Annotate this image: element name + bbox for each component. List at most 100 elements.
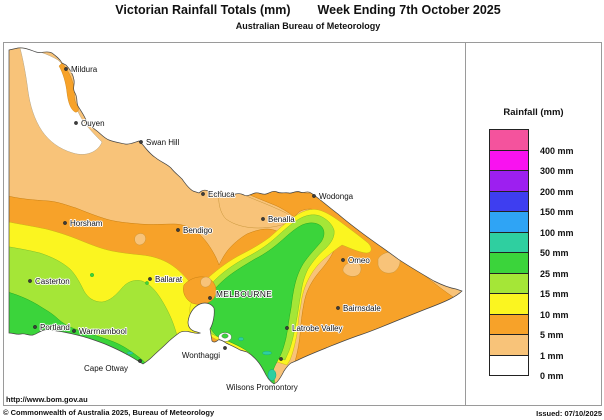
title-right: Week Ending 7th October 2025 [317, 3, 501, 17]
copyright-text: © Commonwealth of Australia 2025, Bureau… [3, 408, 215, 417]
legend-swatch [489, 170, 529, 192]
city-label: Warrnambool [79, 327, 127, 336]
legend-label: 300 mm [540, 166, 574, 176]
legend-swatch [489, 313, 529, 335]
band-1mm-island-w2 [200, 276, 212, 288]
legend-label: 15 mm [540, 289, 569, 299]
city-dot [176, 228, 180, 232]
legend-row: 15 mm [489, 272, 569, 299]
legend-row: 1 mm [489, 334, 564, 361]
city-label: Benalla [268, 215, 295, 224]
city-dot [63, 221, 67, 225]
band-50mm-prom [267, 369, 277, 381]
city-label: Portland [40, 323, 70, 332]
legend-row: 300 mm [489, 149, 574, 176]
city-label: Bendigo [183, 226, 213, 235]
city-label: Omeo [348, 256, 370, 265]
city-dot [208, 296, 212, 300]
city-dot [223, 346, 227, 350]
city-label: Mildura [71, 65, 98, 74]
city-label: Cape Otway [84, 364, 128, 373]
band-25mm-speck2 [145, 281, 149, 285]
legend-swatch [489, 129, 529, 151]
legend-label: 50 mm [540, 248, 569, 258]
city-label: Ballarat [155, 275, 183, 284]
legend-row: 150 mm [489, 190, 574, 217]
city-label: MELBOURNE [216, 289, 272, 299]
city-dot [261, 217, 265, 221]
band-1mm-island-w1 [134, 233, 146, 246]
city-label: Ouyen [81, 119, 105, 128]
city-dot [74, 121, 78, 125]
legend-label: 5 mm [540, 330, 564, 340]
city-label: Wilsons Promontory [226, 383, 298, 392]
city-label: Echuca [208, 190, 235, 199]
city-dot [64, 67, 68, 71]
band-50mm-dash [262, 351, 272, 356]
legend-swatch [489, 190, 529, 212]
map-region: Mildura Ouyen Swan Hill Echuca Wodonga Benall… [3, 42, 466, 406]
legend-swatch [489, 293, 529, 315]
city-dot [33, 325, 37, 329]
city-dot [201, 192, 205, 196]
city-label: Bairnsdale [343, 304, 381, 313]
band-1mm-island-omeo [342, 261, 362, 277]
city-label: Horsham [70, 219, 103, 228]
legend-row: 200 mm [489, 170, 574, 197]
city-dot [72, 329, 76, 333]
city-dot [336, 306, 340, 310]
legend-label: 25 mm [540, 268, 569, 279]
band-1mm-island-east [377, 251, 401, 274]
city-label: Latrobe Valley [292, 324, 343, 333]
legend-swatch [489, 149, 529, 171]
city-dot [285, 326, 289, 330]
legend-row: 10 mm [489, 293, 569, 320]
legend-panel: Rainfall (mm) 400 mm 300 mm 200 mm 150 mm 10… [465, 42, 602, 406]
city-label: Swan Hill [146, 138, 180, 147]
legend-label: 200 mm [540, 186, 574, 197]
city-dot [138, 359, 142, 363]
legend-label: 100 mm [540, 227, 574, 238]
subtitle: Australian Bureau of Meteorology [235, 21, 381, 31]
band-50mm-otway [126, 351, 134, 355]
city-label: Wodonga [319, 192, 354, 201]
city-markers: Mildura Ouyen Swan Hill Echuca Wodonga Benall… [28, 64, 382, 393]
legend-swatch [489, 334, 529, 356]
band-50mm-speck [238, 337, 244, 341]
legend-swatch [489, 231, 529, 253]
legend-swatch [489, 354, 529, 376]
issued-timestamp: Issued: 07/10/2025 [536, 409, 602, 418]
city-label: Casterton [35, 277, 70, 286]
legend-row: 50 mm [489, 231, 569, 258]
legend-swatch [489, 272, 529, 294]
city-dot [279, 357, 283, 361]
legend-label: 150 mm [540, 207, 574, 217]
legend-scale: 400 mm 300 mm 200 mm 150 mm 100 mm 50 mm 25 mm… [489, 129, 574, 381]
legend-row: 100 mm [489, 211, 574, 238]
city-dot [148, 277, 152, 281]
legend-swatch [489, 252, 529, 274]
legend-row: 0 mm [489, 354, 564, 381]
legend-title: Rainfall (mm) [503, 107, 564, 118]
legend-label: 0 mm [540, 371, 564, 381]
legend-swatch [489, 211, 529, 233]
legend-label: 1 mm [540, 350, 564, 361]
title-left: Victorian Rainfall Totals (mm) [115, 3, 291, 17]
legend-label: 10 mm [540, 309, 569, 320]
band-25mm-speck1 [89, 272, 94, 277]
french-island [221, 333, 229, 339]
legend-row: 400 mm [489, 129, 574, 156]
victoria-outline [8, 47, 463, 385]
city-label: Wonthaggi [182, 351, 220, 360]
city-dot [28, 279, 32, 283]
legend-row: 5 mm [489, 313, 564, 340]
city-dot [312, 194, 316, 198]
rainfall-map: Mildura Ouyen Swan Hill Echuca Wodonga Benall… [8, 47, 463, 393]
legend-row: 25 mm [489, 252, 569, 279]
legend-label: 400 mm [540, 145, 574, 156]
page-title: Victorian Rainfall Totals (mm) Week Endi… [6, 3, 604, 17]
city-dot [139, 140, 143, 144]
bom-url-link[interactable]: http://www.bom.gov.au [6, 395, 88, 404]
city-dot [341, 258, 345, 262]
